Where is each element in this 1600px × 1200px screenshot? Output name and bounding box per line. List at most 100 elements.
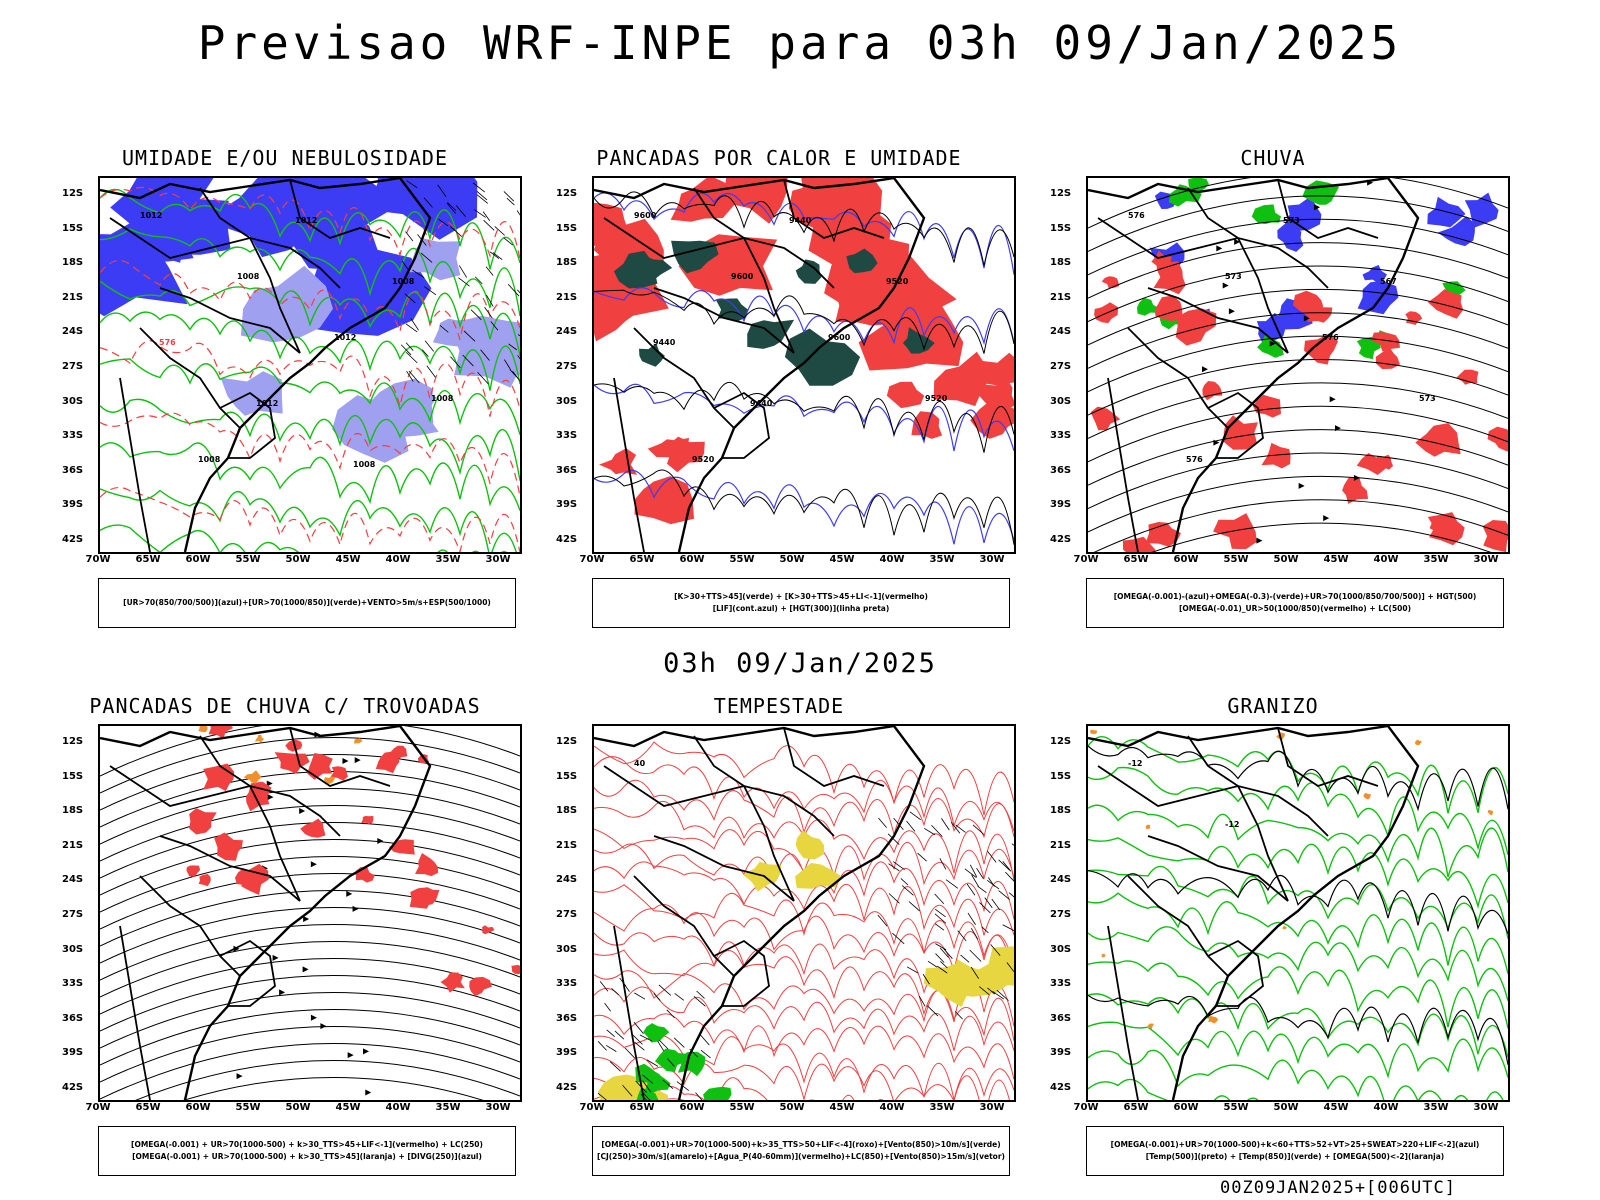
lon-tick-label: 55W <box>729 554 755 565</box>
wind-vector <box>940 961 948 969</box>
country-border <box>219 939 276 1007</box>
humidity-contour-green <box>100 311 520 391</box>
lat-tick-label: 30S <box>1050 943 1072 955</box>
wind-vector <box>954 1011 963 1020</box>
lat-tick-label: 30S <box>62 943 84 955</box>
country-border <box>119 925 151 1100</box>
streamline-arrow <box>1323 515 1330 522</box>
wind-vector <box>424 286 437 296</box>
humidity-area-lightblue <box>488 331 520 376</box>
wind-vector <box>470 309 482 321</box>
lon-tick-label: 50W <box>779 554 805 565</box>
lat-tick-label: 24S <box>556 326 578 338</box>
rain-area-red <box>1253 394 1281 418</box>
contour-label: 9520 <box>692 455 715 464</box>
streamline <box>100 804 520 862</box>
wind-vector <box>977 885 987 893</box>
lat-tick-label: 24S <box>62 326 84 338</box>
thickness-contour-red <box>100 486 520 552</box>
streamline-arrow <box>377 837 384 844</box>
country-border <box>249 785 301 902</box>
omega500-area-orange <box>1090 729 1098 735</box>
lat-tick-label: 27S <box>62 909 84 920</box>
omega-area-blue <box>1437 216 1475 247</box>
wind-vector <box>935 943 947 951</box>
wind-vector <box>971 874 979 887</box>
wind-vector <box>506 197 515 206</box>
convection-area-green <box>715 298 748 322</box>
thunderstorm-area-red <box>409 887 436 909</box>
lat-tick-label: 18S <box>1050 805 1072 817</box>
convection-area-red <box>670 178 736 222</box>
wind-vector <box>642 1080 652 1093</box>
coastline <box>594 178 926 552</box>
lon-tick-label: 65W <box>135 554 161 565</box>
thickness-contour-red <box>100 412 520 497</box>
wind-vector <box>512 370 520 382</box>
thickness-contour-red <box>100 186 520 260</box>
lon-tick-label: 30W <box>979 554 1005 565</box>
country-border <box>1097 217 1329 289</box>
wind-vector <box>972 824 985 835</box>
wind-vector <box>507 284 520 297</box>
wind-vector <box>404 293 416 304</box>
streamline-arrow <box>1202 366 1208 373</box>
country-border <box>653 835 795 902</box>
wind-vector <box>426 365 436 378</box>
jet-area-yellow <box>795 862 842 889</box>
lat-tick-label: 27S <box>556 361 578 372</box>
convection-area-red <box>834 277 895 326</box>
jet-area-yellow <box>795 830 825 860</box>
wind-vector <box>934 893 945 905</box>
lon-tick-label: 30W <box>485 1102 511 1113</box>
panel-pancadas-calor: PANCADAS POR CALOR E UMIDADE 12S 15S 18S 21S… <box>544 146 1016 636</box>
country-border <box>289 179 391 239</box>
wind-vector <box>986 879 1000 890</box>
wind-vector <box>893 817 904 831</box>
streamline <box>1093 499 1508 552</box>
contour-label: 1008 <box>392 277 415 286</box>
rain-area-red <box>1094 302 1119 324</box>
wind-vector <box>517 334 520 337</box>
coastline <box>1088 726 1420 1100</box>
lon-tick-label: 40W <box>879 554 905 565</box>
lat-tick-label: 18S <box>62 805 84 817</box>
rain-area-red <box>1261 442 1291 469</box>
streamline <box>100 872 520 930</box>
streamline-arrow <box>1213 439 1220 446</box>
omega500-area-orange <box>1208 1015 1219 1024</box>
wind-vector <box>901 885 914 896</box>
legend-line: [OMEGA(-0.001)-(azul)+OMEGA(-0.3)-(verde… <box>1113 592 1477 601</box>
jet-area-yellow <box>742 861 782 892</box>
country-border <box>1207 939 1264 1007</box>
wind-vector <box>943 948 953 959</box>
temp850-contour-green <box>1088 837 1508 910</box>
rain-area-red <box>1405 311 1423 325</box>
wind-vector <box>662 1079 674 1090</box>
contour-label: 576 <box>159 338 176 347</box>
legend-box-granizo: [OMEGA(-0.001)+UR>70(1000-500)+k<60+TTS>… <box>1086 1126 1504 1176</box>
streamline <box>1088 218 1508 276</box>
jet-area-yellow <box>598 1074 643 1100</box>
coastline <box>100 178 432 552</box>
lon-tick-label: 40W <box>879 1102 905 1113</box>
wind-vector <box>969 949 982 962</box>
omega-area-green <box>1251 204 1281 225</box>
lat-tick-label: 12S <box>556 736 578 747</box>
temp850-contour-green <box>1088 926 1508 1001</box>
legend-line: [UR>70(850/700/500)](azul)+[UR>70(1000/8… <box>123 598 491 607</box>
streamline <box>100 940 520 998</box>
rain-area-red <box>1342 476 1369 504</box>
rain-area-red <box>1307 304 1333 323</box>
wind-vector <box>462 354 474 367</box>
wind-vector <box>438 219 449 227</box>
country-border <box>109 765 341 837</box>
wind-vector <box>918 995 926 1007</box>
wind-vector <box>482 211 491 222</box>
wind-vector <box>666 1009 675 1019</box>
lon-tick-label: 45W <box>829 1102 855 1113</box>
lon-tick-label: 35W <box>435 1102 461 1113</box>
country-border <box>1277 179 1379 239</box>
wind850-area-green <box>703 1086 732 1100</box>
lat-tick-label: 21S <box>1050 839 1072 851</box>
